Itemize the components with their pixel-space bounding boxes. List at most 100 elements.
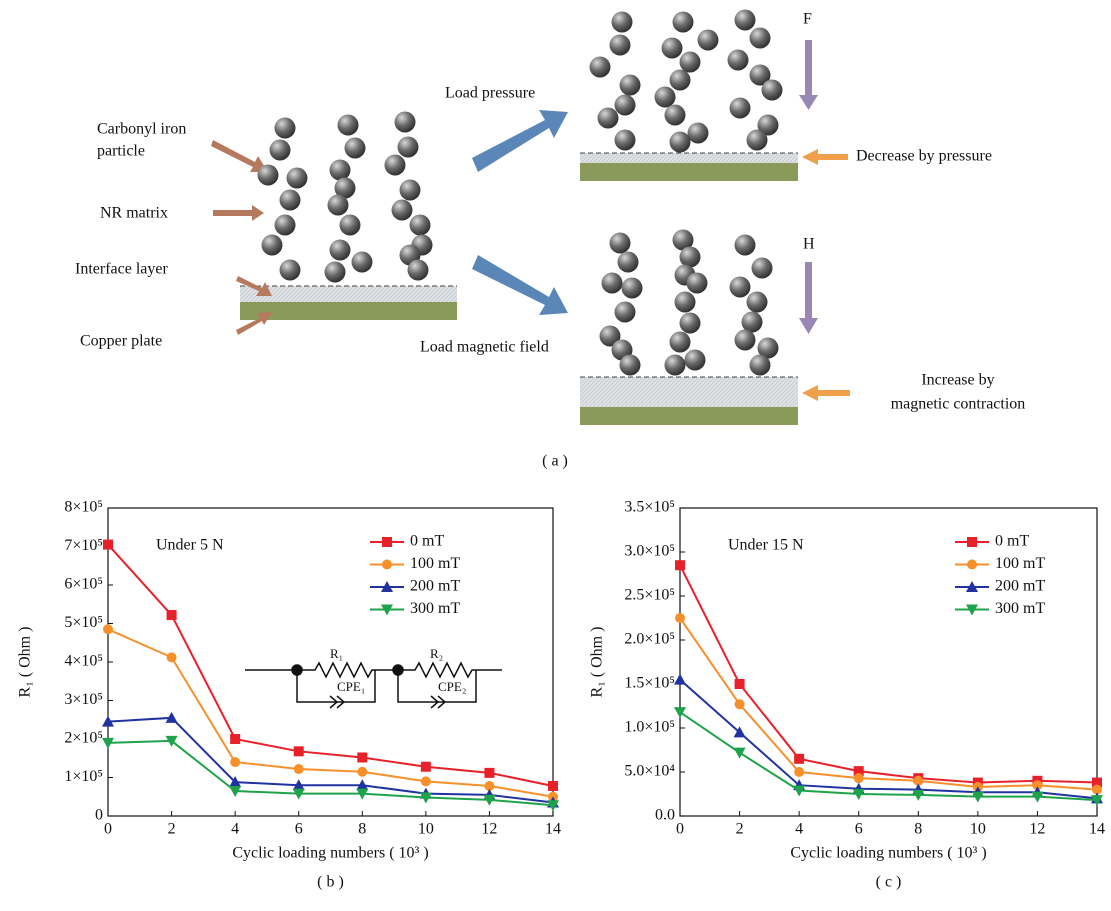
interface-layer	[240, 286, 457, 302]
particle	[622, 278, 643, 299]
particle	[610, 35, 631, 56]
y-axis-label: R₁ ( Ohm )	[589, 627, 606, 698]
particle	[687, 273, 708, 294]
decrease-label: Decrease by pressure	[856, 148, 992, 165]
particle	[685, 350, 706, 371]
particle	[352, 252, 373, 273]
circuit-wire	[245, 663, 502, 677]
x-axis-label: Cyclic loading numbers ( 10³ )	[232, 845, 428, 862]
copper-plate	[580, 407, 798, 425]
particle	[410, 215, 431, 236]
x-tick-label: 0	[676, 821, 684, 838]
particle	[590, 57, 611, 78]
particle	[612, 12, 633, 33]
particle	[750, 355, 771, 376]
marker	[421, 762, 431, 772]
y-tick-label: 1×10⁵	[64, 768, 103, 785]
y-tick-label: 2×10⁵	[64, 730, 103, 747]
force-symbol: F	[803, 11, 812, 28]
particle	[750, 28, 771, 49]
copper-plate	[240, 302, 457, 320]
circuit-label: CPE₂	[438, 679, 466, 694]
interface-label: Interface layer	[75, 261, 168, 278]
x-axis-label: Cyclic loading numbers ( 10³ )	[790, 845, 986, 862]
particle	[675, 292, 696, 313]
x-tick-label: 2	[736, 821, 744, 838]
circuit-node	[292, 665, 302, 675]
y-tick-label: 1.5×10⁵	[624, 675, 675, 692]
y-axis-label: R₁ ( Ohm )	[17, 627, 34, 698]
particle	[742, 312, 763, 333]
particle	[673, 12, 694, 33]
particles	[258, 10, 783, 376]
y-tick-label: 6×10⁵	[64, 576, 103, 593]
particle	[392, 200, 413, 221]
particle	[395, 112, 416, 133]
particle	[385, 155, 406, 176]
y-tick-label: 0.0	[655, 807, 675, 824]
particle	[655, 87, 676, 108]
legend-marker	[967, 537, 977, 547]
pressure-arrow	[472, 110, 568, 172]
particle	[730, 98, 751, 119]
particle	[598, 108, 619, 129]
legend-label: 100 mT	[995, 555, 1045, 572]
panel-label: ( a )	[542, 453, 568, 470]
increase-label: magnetic contraction	[891, 396, 1026, 413]
x-tick-label: 4	[231, 821, 239, 838]
matrix-label: NR matrix	[100, 205, 168, 222]
legend-label: 200 mT	[410, 578, 460, 595]
decrease-arrow	[802, 149, 848, 165]
x-tick-label: 8	[914, 821, 922, 838]
x-tick-label: 6	[855, 821, 863, 838]
y-tick-label: 4×10⁵	[64, 653, 103, 670]
y-tick-label: 3.0×10⁵	[624, 543, 675, 560]
particle	[340, 215, 361, 236]
y-tick-label: 2.5×10⁵	[624, 587, 675, 604]
particle	[680, 313, 701, 334]
particle	[680, 52, 701, 73]
particle	[328, 195, 349, 216]
x-tick-label: 0	[104, 821, 112, 838]
y-tick-label: 3×10⁵	[64, 691, 103, 708]
figure: Carbonyl iron particle NR matrix Interfa…	[0, 0, 1111, 906]
marker	[230, 757, 240, 767]
particle	[747, 292, 768, 313]
x-tick-label: 8	[358, 821, 366, 838]
particle	[730, 277, 751, 298]
particle	[258, 165, 279, 186]
particle	[620, 75, 641, 96]
copper-plate	[580, 163, 798, 181]
field-arrow	[472, 255, 568, 315]
marker	[735, 679, 745, 689]
marker	[675, 613, 685, 623]
marker	[357, 767, 367, 777]
particle	[275, 215, 296, 236]
x-tick-label: 4	[795, 821, 803, 838]
particle	[610, 233, 631, 254]
y-tick-label: 3.5×10⁵	[624, 499, 675, 516]
force-arrow	[799, 40, 818, 110]
legend-marker	[382, 560, 392, 570]
circuit-node	[393, 665, 403, 675]
legend-label: 300 mT	[410, 600, 460, 617]
particle	[615, 130, 636, 151]
marker	[548, 781, 558, 791]
marker	[167, 610, 177, 620]
field-direction-arrow	[799, 262, 818, 334]
marker	[674, 707, 686, 718]
marker	[421, 776, 431, 786]
circuit-label: CPE₁	[337, 679, 365, 694]
diagram: Carbonyl iron particle NR matrix Interfa…	[75, 10, 1025, 470]
particle	[615, 302, 636, 323]
particle	[615, 95, 636, 116]
legend-marker	[382, 537, 392, 547]
marker	[735, 699, 745, 709]
particle	[747, 130, 768, 151]
circuit-label: R₁	[330, 646, 343, 661]
interface-layer	[580, 377, 798, 407]
particle	[398, 137, 419, 158]
increase-arrow	[802, 385, 850, 401]
y-tick-label: 5×10⁵	[64, 614, 103, 631]
particle	[280, 260, 301, 281]
